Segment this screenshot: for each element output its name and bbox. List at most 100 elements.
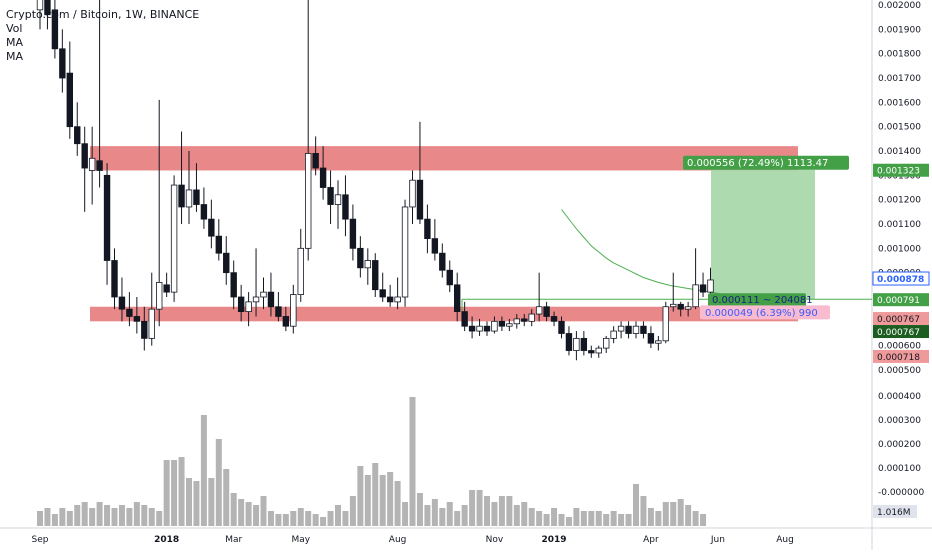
candle-body[interactable] (439, 252, 446, 271)
candle-body[interactable] (483, 325, 491, 332)
candle-body[interactable] (543, 306, 550, 317)
candle-body[interactable] (558, 320, 565, 334)
candle-body[interactable] (580, 337, 588, 351)
candle-body[interactable] (319, 167, 327, 188)
candle-body[interactable] (334, 194, 342, 205)
candle-body[interactable] (617, 325, 625, 332)
candle-body[interactable] (610, 330, 617, 339)
candle-body[interactable] (208, 218, 215, 237)
symbol-title[interactable]: Crypto.com / Bitcoin, 1W, BINANCE (6, 8, 200, 21)
indicator-ma-1[interactable]: MA (6, 36, 24, 49)
candle-body[interactable] (528, 313, 535, 322)
price-label-tag[interactable] (873, 163, 929, 177)
candle-body[interactable] (260, 291, 267, 298)
resistance-support-zone[interactable] (90, 146, 798, 171)
candle-body[interactable] (290, 294, 297, 327)
candle-body[interactable] (297, 247, 304, 295)
price-label-tag[interactable] (873, 325, 929, 339)
candle-body[interactable] (640, 325, 647, 334)
candle-body[interactable] (498, 320, 506, 327)
candle-body[interactable] (252, 296, 260, 303)
candle-body[interactable] (155, 281, 163, 310)
price-label-tag[interactable] (873, 312, 929, 326)
candle-body[interactable] (550, 316, 558, 322)
candle-body[interactable] (625, 325, 632, 334)
candle-body[interactable] (364, 260, 371, 269)
candle-body[interactable] (103, 174, 111, 261)
candle-body[interactable] (424, 218, 431, 239)
candle-body[interactable] (59, 48, 66, 79)
candle-body[interactable] (692, 284, 699, 308)
candle-body[interactable] (513, 318, 520, 325)
candle-body[interactable] (223, 252, 230, 274)
candle-body[interactable] (670, 303, 677, 308)
candle-body[interactable] (409, 179, 416, 208)
candle-body[interactable] (148, 308, 155, 339)
candle-body[interactable] (66, 72, 73, 128)
candle-body[interactable] (193, 189, 200, 205)
candle-body[interactable] (51, 9, 59, 50)
candle-body[interactable] (491, 320, 498, 332)
price-label-tag[interactable] (873, 349, 929, 363)
price-label-tag[interactable] (872, 271, 930, 286)
candle-body[interactable] (133, 316, 141, 322)
candle-body[interactable] (699, 284, 707, 293)
candle-body[interactable] (44, 0, 51, 16)
candle-body[interactable] (230, 272, 237, 298)
candle-body[interactable] (275, 306, 282, 317)
candle-body[interactable] (312, 153, 319, 169)
candle-body[interactable] (662, 306, 669, 342)
candle-body[interactable] (163, 284, 170, 293)
candle-body[interactable] (595, 347, 602, 354)
candle-body[interactable] (304, 153, 312, 249)
candle-body[interactable] (96, 160, 103, 171)
candle-body[interactable] (111, 260, 118, 298)
candle-body[interactable] (81, 143, 88, 169)
candle-body[interactable] (118, 296, 126, 310)
candle-body[interactable] (461, 311, 468, 327)
target-annotation-tag[interactable] (683, 155, 849, 170)
candle-body[interactable] (282, 316, 290, 327)
candle-body[interactable] (416, 179, 424, 220)
candle-body[interactable] (349, 218, 357, 249)
resistance-support-zone[interactable] (90, 306, 798, 322)
candle-body[interactable] (707, 279, 714, 293)
percent-annotation-tag[interactable] (700, 305, 830, 320)
candle-body[interactable] (394, 296, 401, 303)
candle-body[interactable] (588, 350, 595, 354)
candle-body[interactable] (476, 325, 483, 332)
candle-body[interactable] (677, 303, 684, 310)
candle-body[interactable] (215, 235, 222, 254)
indicator-ma-2[interactable]: MA (6, 50, 24, 63)
price-label-tag[interactable] (873, 293, 929, 307)
candle-body[interactable] (506, 323, 513, 327)
candle-body[interactable] (401, 206, 409, 298)
target-box[interactable] (711, 169, 815, 300)
candle-body[interactable] (200, 204, 208, 220)
candle-body[interactable] (647, 333, 655, 344)
candle-body[interactable] (632, 325, 640, 334)
candle-body[interactable] (178, 184, 185, 208)
candle-body[interactable] (453, 284, 461, 313)
candle-body[interactable] (36, 0, 44, 11)
candle-body[interactable] (327, 187, 334, 205)
candle-body[interactable] (573, 337, 580, 351)
candle-body[interactable] (267, 291, 275, 308)
candle-body[interactable] (446, 269, 453, 286)
indicator-volume[interactable]: Vol (6, 22, 23, 35)
candle-body[interactable] (141, 320, 148, 339)
candle-body[interactable] (185, 189, 193, 208)
candle-body[interactable] (386, 296, 394, 303)
candle-body[interactable] (565, 333, 573, 351)
candle-body[interactable] (431, 238, 439, 254)
candle-body[interactable] (379, 289, 386, 298)
candle-body[interactable] (468, 325, 476, 332)
candle-body[interactable] (237, 296, 245, 312)
candle-body[interactable] (521, 318, 528, 322)
candle-body[interactable] (684, 306, 692, 310)
candle-body[interactable] (126, 308, 133, 317)
candle-body[interactable] (74, 126, 81, 145)
candle-body[interactable] (245, 301, 252, 313)
